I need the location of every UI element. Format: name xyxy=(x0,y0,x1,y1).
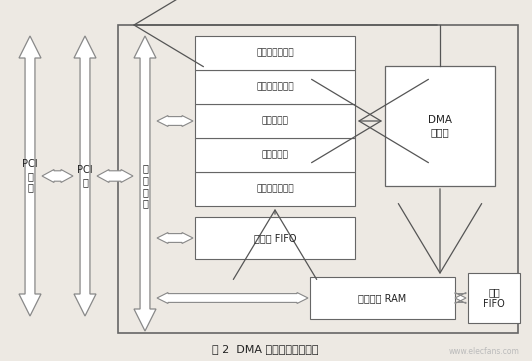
Text: 中断状态寄存器: 中断状态寄存器 xyxy=(256,83,294,91)
Text: PCI
核: PCI 核 xyxy=(77,165,93,187)
Polygon shape xyxy=(157,292,308,304)
Polygon shape xyxy=(157,232,193,244)
Polygon shape xyxy=(19,36,41,316)
Bar xyxy=(195,70,355,104)
Bar xyxy=(118,25,518,333)
Text: 字节寄存器: 字节寄存器 xyxy=(262,117,288,126)
Bar xyxy=(195,36,355,70)
Bar xyxy=(195,104,355,138)
Text: 外部
FIFO: 外部 FIFO xyxy=(483,287,505,309)
Text: 图 2  DMA 控制器的模块结构: 图 2 DMA 控制器的模块结构 xyxy=(212,344,318,354)
Text: PCI
总
线: PCI 总 线 xyxy=(22,160,38,193)
Bar xyxy=(195,172,355,206)
Polygon shape xyxy=(134,36,156,331)
Bar xyxy=(385,66,495,186)
Bar xyxy=(195,217,355,259)
Text: DMA
状态机: DMA 状态机 xyxy=(428,115,452,137)
Text: 控制状态寄存器: 控制状态寄存器 xyxy=(256,184,294,193)
Text: 中断屏蔽寄存器: 中断屏蔽寄存器 xyxy=(256,48,294,57)
Polygon shape xyxy=(157,116,193,126)
Text: 地址寄存器: 地址寄存器 xyxy=(262,151,288,160)
Text: www.elecfans.com: www.elecfans.com xyxy=(449,347,520,356)
Polygon shape xyxy=(455,292,466,304)
Polygon shape xyxy=(42,170,73,183)
Polygon shape xyxy=(97,170,133,183)
Text: 数据通道 RAM: 数据通道 RAM xyxy=(359,293,406,303)
Polygon shape xyxy=(74,36,96,316)
Text: 描述符 FIFO: 描述符 FIFO xyxy=(254,233,296,243)
Bar xyxy=(310,277,455,319)
Bar xyxy=(195,138,355,172)
Text: 本
地
总
线: 本 地 总 线 xyxy=(142,164,148,208)
Bar xyxy=(468,273,520,323)
